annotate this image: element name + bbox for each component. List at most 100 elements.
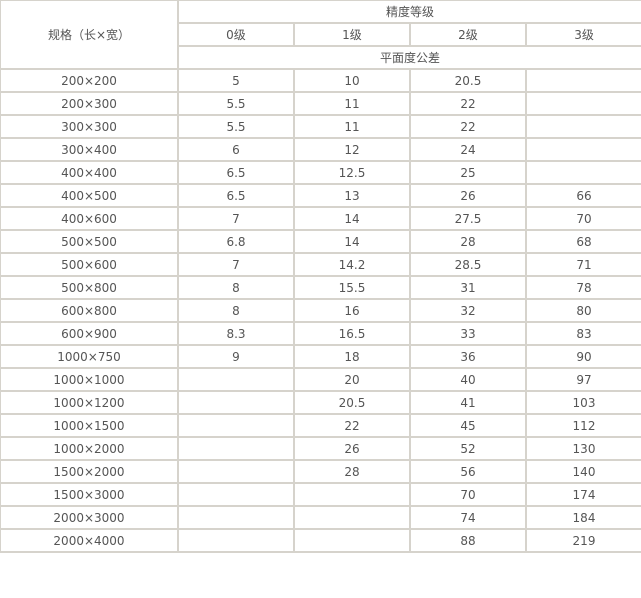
table-row: 500×600 7 14.2 28.5 71 (0, 252, 641, 277)
spec-cell: 300×300 (0, 114, 179, 139)
tolerance-cell-grade-3: 174 (524, 482, 641, 507)
spec-cell: 400×500 (0, 183, 179, 208)
tolerance-cell-grade-3 (524, 68, 641, 93)
tolerance-cell-grade-0: 8 (177, 298, 295, 323)
tolerance-cell-grade-0: 9 (177, 344, 295, 369)
tolerance-cell-grade-0 (177, 528, 295, 553)
grade-header-0: 0级 (177, 22, 295, 47)
tolerance-cell-grade-2: 88 (409, 528, 527, 553)
tolerance-cell-grade-0: 6.5 (177, 160, 295, 185)
tolerance-cell-grade-2: 52 (409, 436, 527, 461)
table-row: 500×500 6.8 14 28 68 (0, 229, 641, 254)
tolerance-cell-grade-1: 13 (293, 183, 411, 208)
grade-header-2: 2级 (409, 22, 527, 47)
tolerance-cell-grade-3: 140 (524, 459, 641, 484)
tolerance-cell-grade-2: 22 (409, 114, 527, 139)
tolerance-cell-grade-0: 5.5 (177, 91, 295, 116)
spec-cell: 400×400 (0, 160, 179, 185)
flatness-tolerance-table: 规格（长×宽） 精度等级 0级 1级 2级 3级 平面度公差 200×200 5 1… (0, 0, 641, 553)
tolerance-cell-grade-1: 20 (293, 367, 411, 392)
tolerance-cell-grade-1: 22 (293, 413, 411, 438)
spec-cell: 1000×2000 (0, 436, 179, 461)
tolerance-cell-grade-0: 8 (177, 275, 295, 300)
spec-header: 规格（长×宽） (0, 0, 179, 70)
spec-cell: 1500×3000 (0, 482, 179, 507)
table-row: 600×900 8.3 16.5 33 83 (0, 321, 641, 346)
spec-cell: 1000×1200 (0, 390, 179, 415)
tolerance-cell-grade-2: 27.5 (409, 206, 527, 231)
tolerance-cell-grade-1: 12.5 (293, 160, 411, 185)
table-body: 200×200 5 10 20.5 200×300 5.5 11 22 300×300 5.5 11… (0, 68, 641, 553)
tolerance-cell-grade-0 (177, 413, 295, 438)
table-row: 1500×2000 28 56 140 (0, 459, 641, 484)
tolerance-cell-grade-2: 28 (409, 229, 527, 254)
table-row: 1000×1200 20.5 41 103 (0, 390, 641, 415)
tolerance-cell-grade-0: 6.5 (177, 183, 295, 208)
tolerance-cell-grade-3: 97 (524, 367, 641, 392)
tolerance-cell-grade-3: 83 (524, 321, 641, 346)
tolerance-cell-grade-2: 32 (409, 298, 527, 323)
tolerance-cell-grade-3: 80 (524, 298, 641, 323)
tolerance-cell-grade-0 (177, 459, 295, 484)
table-row: 400×600 7 14 27.5 70 (0, 206, 641, 231)
tolerance-cell-grade-2: 31 (409, 275, 527, 300)
tolerance-cell-grade-1 (293, 505, 411, 530)
table-row: 1000×750 9 18 36 90 (0, 344, 641, 369)
tolerance-cell-grade-3: 78 (524, 275, 641, 300)
tolerance-cell-grade-0: 7 (177, 252, 295, 277)
tolerance-cell-grade-1 (293, 482, 411, 507)
table-row: 2000×4000 88 219 (0, 528, 641, 553)
tolerance-cell-grade-2: 41 (409, 390, 527, 415)
table-row: 400×500 6.5 13 26 66 (0, 183, 641, 208)
tolerance-cell-grade-3: 130 (524, 436, 641, 461)
tolerance-cell-grade-0: 6 (177, 137, 295, 162)
tolerance-cell-grade-2: 36 (409, 344, 527, 369)
tolerance-cell-grade-2: 74 (409, 505, 527, 530)
tolerance-cell-grade-3: 112 (524, 413, 641, 438)
spec-cell: 1500×2000 (0, 459, 179, 484)
table-row: 500×800 8 15.5 31 78 (0, 275, 641, 300)
spec-cell: 1000×1500 (0, 413, 179, 438)
tolerance-cell-grade-0 (177, 482, 295, 507)
tolerance-cell-grade-0: 5.5 (177, 114, 295, 139)
spec-cell: 200×300 (0, 91, 179, 116)
spec-cell: 2000×3000 (0, 505, 179, 530)
table-row: 300×300 5.5 11 22 (0, 114, 641, 139)
table-row: 600×800 8 16 32 80 (0, 298, 641, 323)
tolerance-cell-grade-3: 66 (524, 183, 641, 208)
tolerance-cell-grade-2: 25 (409, 160, 527, 185)
tolerance-cell-grade-2: 20.5 (409, 68, 527, 93)
tolerance-cell-grade-1: 10 (293, 68, 411, 93)
tolerance-cell-grade-1: 11 (293, 114, 411, 139)
spec-cell: 500×500 (0, 229, 179, 254)
tolerance-cell-grade-2: 22 (409, 91, 527, 116)
tolerance-cell-grade-0: 7 (177, 206, 295, 231)
tolerance-cell-grade-1: 12 (293, 137, 411, 162)
tolerance-cell-grade-2: 40 (409, 367, 527, 392)
tolerance-cell-grade-2: 28.5 (409, 252, 527, 277)
tolerance-cell-grade-0: 8.3 (177, 321, 295, 346)
table-row: 200×200 5 10 20.5 (0, 68, 641, 93)
table-row: 1000×1000 20 40 97 (0, 367, 641, 392)
tolerance-cell-grade-3: 103 (524, 390, 641, 415)
spec-cell: 1000×1000 (0, 367, 179, 392)
grade-group-header: 精度等级 (176, 0, 641, 24)
spec-cell: 400×600 (0, 206, 179, 231)
table-row: 2000×3000 74 184 (0, 505, 641, 530)
tolerance-cell-grade-0 (177, 505, 295, 530)
grade-header-1: 1级 (293, 22, 411, 47)
spec-cell: 500×800 (0, 275, 179, 300)
table-row: 200×300 5.5 11 22 (0, 91, 641, 116)
spec-cell: 300×400 (0, 137, 179, 162)
spec-cell: 600×800 (0, 298, 179, 323)
spec-cell: 600×900 (0, 321, 179, 346)
spec-cell: 200×200 (0, 68, 179, 93)
tolerance-cell-grade-1: 15.5 (293, 275, 411, 300)
tolerance-cell-grade-1: 14 (293, 206, 411, 231)
tolerance-cell-grade-0 (177, 367, 295, 392)
tolerance-cell-grade-2: 24 (409, 137, 527, 162)
tolerance-cell-grade-2: 45 (409, 413, 527, 438)
tolerance-cell-grade-3: 71 (524, 252, 641, 277)
spec-cell: 1000×750 (0, 344, 179, 369)
tolerance-cell-grade-1: 26 (293, 436, 411, 461)
